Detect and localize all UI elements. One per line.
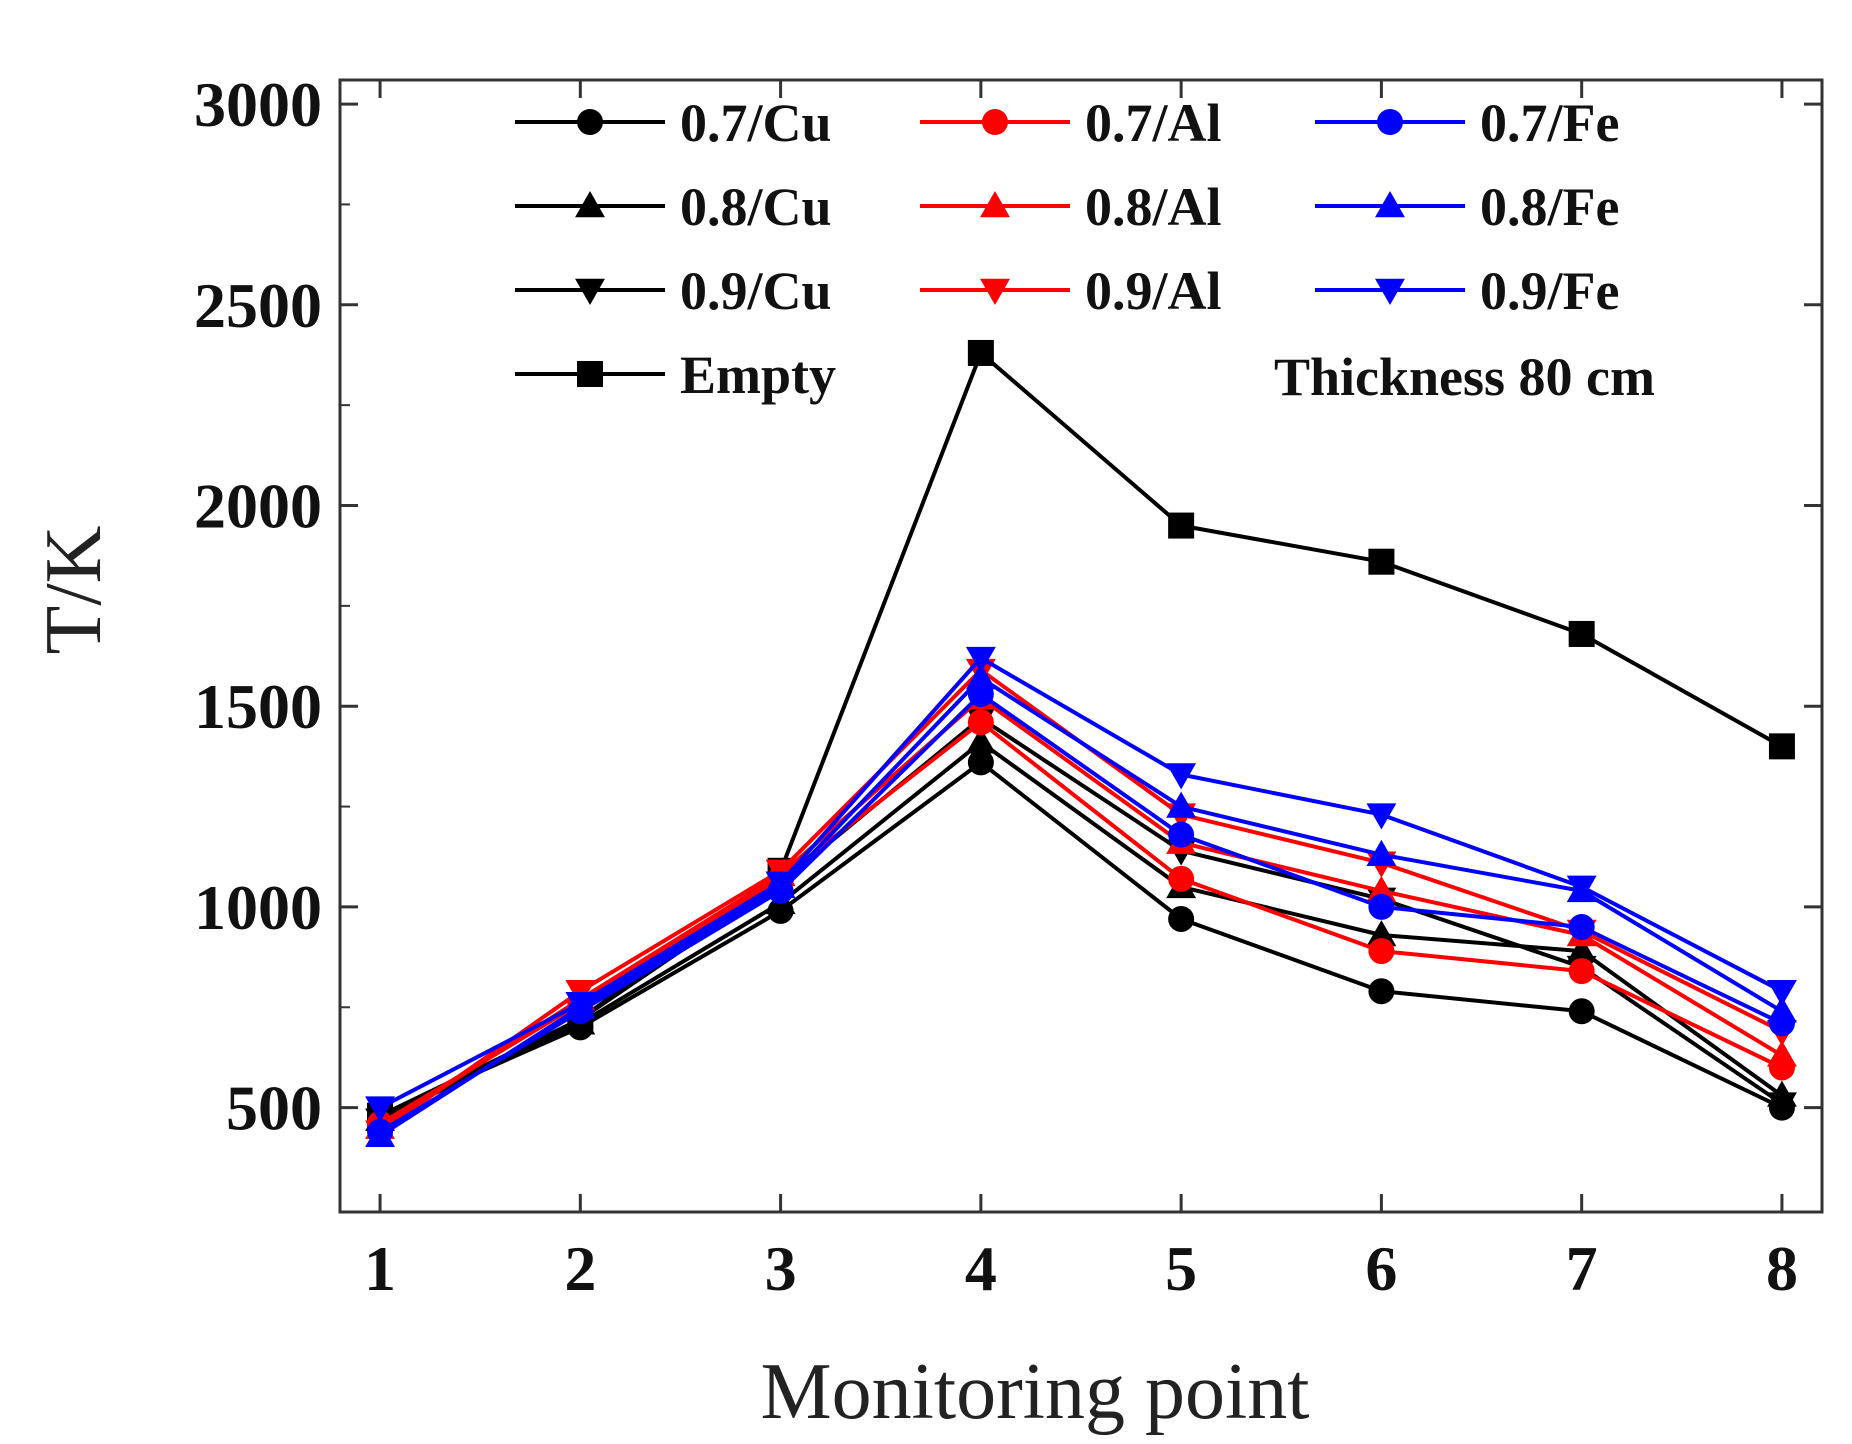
series-line-0-8-fe — [379, 676, 1783, 1138]
data-point-0-7-al — [1368, 938, 1395, 965]
data-point-0-9-fe — [565, 992, 596, 1019]
legend-label: 0.8/Al — [1085, 177, 1222, 237]
legend-label: 0.8/Fe — [1480, 177, 1619, 237]
data-point-0-8-fe — [1166, 791, 1197, 818]
data-point-0-7-cu — [1168, 905, 1195, 932]
x-tick-label: 4 — [965, 1233, 997, 1304]
data-point-0-8-cu — [965, 727, 996, 754]
data-point-empty — [1768, 733, 1795, 760]
legend-item-0-7-cu: 0.7/Cu — [515, 93, 832, 153]
data-point-0-8-fe — [1366, 839, 1397, 866]
data-point-empty — [1168, 512, 1195, 539]
legend-label: 0.7/Al — [1085, 93, 1222, 153]
legend-label: 0.7/Fe — [1480, 93, 1619, 153]
data-point-0-7-al — [1168, 865, 1195, 892]
x-tick-label: 8 — [1766, 1233, 1798, 1304]
data-point-0-7-cu — [1568, 998, 1595, 1025]
y-tick-label: 1500 — [194, 671, 322, 742]
legend-marker — [980, 278, 1010, 305]
legend-label: 0.9/Cu — [680, 261, 832, 321]
x-tick-label: 2 — [564, 1233, 596, 1304]
series-line-0-7-cu — [379, 760, 1783, 1118]
legend-label: 0.7/Cu — [680, 93, 832, 153]
series-line-0-8-cu — [379, 740, 1784, 1122]
legend-marker — [577, 109, 603, 135]
y-tick-label: 500 — [226, 1073, 322, 1144]
data-point-0-9-fe — [1366, 803, 1397, 830]
data-point-0-7-al — [967, 709, 994, 736]
series-0-8-fe — [365, 663, 1797, 1147]
data-point-0-8-fe — [1766, 996, 1797, 1023]
legend-marker — [980, 191, 1010, 218]
y-tick-label: 3000 — [194, 69, 322, 140]
data-point-0-7-al — [1568, 958, 1595, 985]
series-line-0-9-fe — [379, 656, 1783, 1110]
legend-label: 0.9/Al — [1085, 261, 1222, 321]
series-0-7-fe — [367, 681, 1795, 1145]
legend-item-0-8-al: 0.8/Al — [920, 177, 1222, 237]
data-point-0-7-fe — [1168, 821, 1195, 848]
data-point-0-9-fe — [965, 646, 996, 673]
series-line-0-9-cu — [379, 716, 1784, 1122]
data-point-0-9-fe — [1566, 875, 1597, 902]
data-point-0-8-fe — [365, 1120, 396, 1147]
x-axis-title: Monitoring point — [761, 1348, 1310, 1436]
legend-marker — [577, 361, 603, 387]
legend-item-0-8-fe: 0.8/Fe — [1315, 177, 1619, 237]
x-tick-label: 7 — [1566, 1233, 1598, 1304]
data-point-0-8-cu — [1366, 920, 1397, 947]
legend-label: Empty — [680, 345, 836, 405]
series-line-0-8-al — [379, 696, 1783, 1130]
data-point-0-8-al — [1766, 1040, 1797, 1067]
legend-item-0-7-fe: 0.7/Fe — [1315, 93, 1619, 153]
series-layer — [365, 339, 1797, 1147]
data-point-empty — [1568, 620, 1595, 647]
data-point-0-9-cu — [1766, 1092, 1797, 1119]
legend: 0.7/Cu 0.7/Al 0.7/Fe 0.8/Cu 0.8/Al 0.8/Fe 0.9/… — [515, 93, 1619, 405]
x-tick-label: 5 — [1165, 1233, 1197, 1304]
x-tick-label: 3 — [765, 1233, 797, 1304]
legend-item-0-9-al: 0.9/Al — [920, 261, 1222, 321]
y-axis-title: T/K — [30, 526, 118, 655]
data-point-0-7-cu — [967, 749, 994, 776]
legend-marker — [1377, 109, 1403, 135]
plot-frame — [338, 78, 1824, 1214]
legend-item-0-7-al: 0.7/Al — [920, 93, 1222, 153]
legend-marker — [575, 191, 605, 218]
axes: 500 1000 1500 2000 2500 3000 1 2 3 4 5 6 7 8 — [194, 69, 1824, 1304]
data-point-0-9-fe — [765, 871, 796, 898]
series-0-9-al — [365, 658, 1797, 1147]
legend-label: 0.9/Fe — [1480, 261, 1619, 321]
data-point-0-9-fe — [1166, 763, 1197, 790]
y-tick-label: 2500 — [194, 270, 322, 341]
x-tick-label: 6 — [1365, 1233, 1397, 1304]
legend-item-0-9-fe: 0.9/Fe — [1315, 261, 1619, 321]
legend-label: 0.8/Cu — [680, 177, 832, 237]
thickness-annotation: Thickness 80 cm — [1274, 347, 1655, 407]
data-point-0-7-cu — [1368, 978, 1395, 1005]
y-tick-label: 1000 — [194, 872, 322, 943]
legend-marker — [982, 109, 1008, 135]
data-point-0-8-al — [1366, 875, 1397, 903]
legend-marker — [575, 278, 605, 305]
x-tick-label: 1 — [364, 1233, 396, 1304]
series-line-0-7-fe — [379, 692, 1783, 1134]
data-point-empty — [1368, 548, 1395, 575]
series-0-8-al — [365, 683, 1797, 1139]
legend-item-empty: Empty — [515, 345, 836, 405]
data-point-0-7-fe — [1368, 893, 1395, 920]
data-point-0-7-fe — [1568, 913, 1595, 940]
legend-marker — [1375, 191, 1405, 218]
legend-item-0-9-cu: 0.9/Cu — [515, 261, 832, 321]
data-point-0-9-fe — [1766, 980, 1797, 1007]
data-point-empty — [967, 339, 994, 366]
legend-item-0-8-cu: 0.8/Cu — [515, 177, 832, 237]
legend-marker — [1375, 278, 1405, 305]
data-point-0-8-cu — [1566, 936, 1597, 963]
y-tick-label: 2000 — [194, 471, 322, 542]
data-point-0-8-fe — [965, 663, 996, 690]
data-point-0-9-fe — [365, 1096, 396, 1123]
series-0-9-fe — [365, 646, 1797, 1123]
